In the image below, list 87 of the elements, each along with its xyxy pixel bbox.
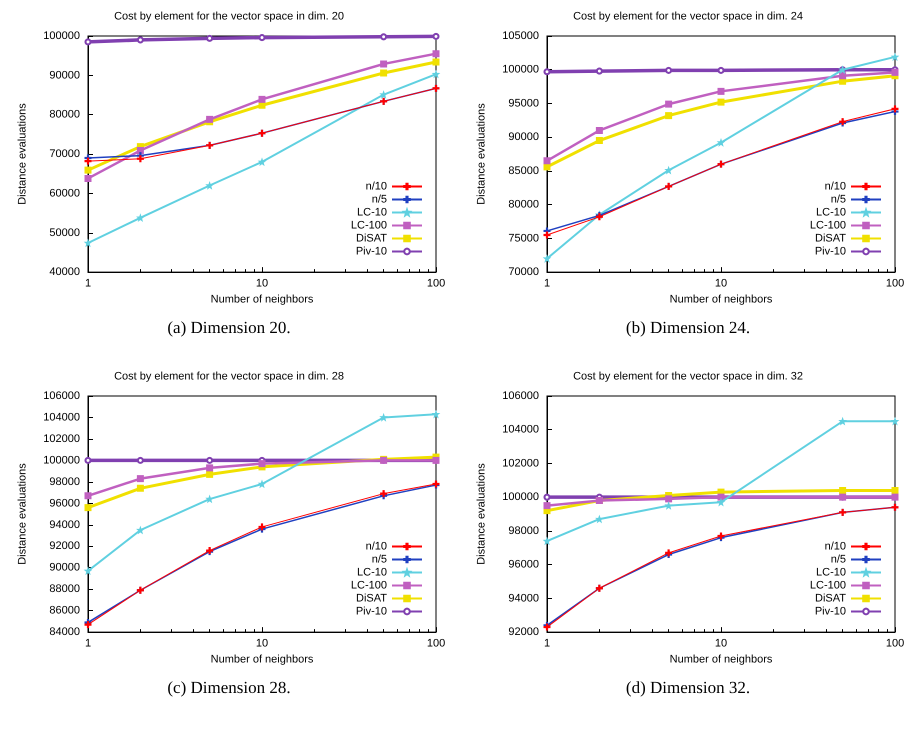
legend-label: LC-100 bbox=[810, 580, 846, 592]
y-tick-label: 104000 bbox=[502, 424, 539, 436]
y-tick-label: 90000 bbox=[508, 131, 539, 144]
y-tick-label: 102000 bbox=[502, 457, 539, 470]
y-tick-label: 90000 bbox=[49, 562, 80, 574]
x-tick-label: 1 bbox=[544, 278, 550, 290]
y-tick-label: 106000 bbox=[43, 390, 80, 402]
legend-label: LC-100 bbox=[350, 220, 387, 232]
y-tick-label: 106000 bbox=[502, 390, 539, 402]
legend-label: DiSAT bbox=[815, 232, 846, 244]
x-tick-label: 100 bbox=[426, 278, 446, 290]
legend-label: n/10 bbox=[366, 180, 387, 192]
legend-label: Piv-10 bbox=[814, 246, 846, 258]
x-tick-label: 100 bbox=[886, 278, 904, 290]
y-axis-title: Distance evaluations bbox=[476, 462, 488, 565]
text: (a) Dimension 20. bbox=[166, 318, 292, 338]
y-tick-label: 100000 bbox=[43, 454, 80, 466]
chart-title: Cost by element for the vector space in dim. 28 bbox=[114, 370, 344, 382]
y-tick-label: 70000 bbox=[508, 266, 539, 278]
legend-label: n/5 bbox=[372, 194, 387, 206]
y-tick-label: 94000 bbox=[49, 518, 80, 531]
x-tick-label: 10 bbox=[714, 638, 728, 650]
y-tick-label: 80000 bbox=[508, 198, 539, 211]
chart-title: Cost by element for the vector space in dim. 32 bbox=[573, 370, 803, 382]
y-tick-label: 75000 bbox=[508, 232, 539, 244]
y-tick-label: 98000 bbox=[49, 476, 80, 488]
y-tick-label: 85000 bbox=[508, 164, 539, 177]
x-axis-title: Number of neighbors bbox=[670, 654, 773, 666]
x-tick-label: 10 bbox=[714, 278, 728, 290]
y-tick-label: 100000 bbox=[43, 30, 80, 42]
y-tick-label: 94000 bbox=[508, 592, 539, 604]
y-tick-label: 96000 bbox=[508, 558, 539, 571]
legend-label: DiSAT bbox=[815, 592, 846, 604]
x-axis-title: Number of neighbors bbox=[670, 294, 773, 306]
y-tick-label: 40000 bbox=[49, 266, 80, 278]
y-tick-label: 80000 bbox=[49, 108, 80, 121]
x-axis-title: Number of neighbors bbox=[210, 654, 314, 666]
y-axis-title: Distance evaluations bbox=[16, 102, 28, 205]
x-tick-label: 100 bbox=[886, 638, 904, 650]
legend-label: DiSAT bbox=[356, 232, 388, 244]
y-tick-label: 96000 bbox=[49, 497, 80, 510]
y-tick-label: 50000 bbox=[49, 226, 80, 239]
y-tick-label: 95000 bbox=[508, 97, 539, 110]
chart-title: Cost by element for the vector space in dim. 20 bbox=[114, 10, 344, 22]
legend-label: n/5 bbox=[372, 554, 387, 566]
legend-label: LC-10 bbox=[816, 566, 846, 578]
legend-label: n/10 bbox=[824, 540, 846, 552]
legend-label: n/5 bbox=[830, 554, 846, 566]
x-tick-label: 1 bbox=[84, 638, 92, 650]
legend-label: Piv-10 bbox=[356, 606, 387, 618]
y-tick-label: 60000 bbox=[49, 187, 80, 200]
y-tick-label: 70000 bbox=[49, 148, 80, 160]
y-tick-label: 100000 bbox=[502, 64, 539, 76]
y-tick-label: 92000 bbox=[508, 626, 539, 638]
x-tick-label: 1 bbox=[84, 278, 92, 290]
y-tick-label: 84000 bbox=[49, 626, 80, 638]
legend-label: LC-10 bbox=[816, 206, 846, 218]
legend-label: LC-10 bbox=[357, 206, 387, 218]
text: (c) Dimension 28. bbox=[166, 678, 292, 698]
y-tick-label: 90000 bbox=[49, 69, 80, 82]
y-axis-title: Distance evaluations bbox=[476, 102, 488, 205]
x-tick-label: 10 bbox=[256, 638, 268, 650]
y-tick-label: 100000 bbox=[502, 491, 539, 504]
x-tick-label: 1 bbox=[544, 638, 550, 650]
y-tick-label: 98000 bbox=[508, 524, 539, 537]
x-tick-label: 10 bbox=[256, 278, 268, 290]
legend-label: LC-100 bbox=[810, 220, 846, 232]
y-tick-label: 88000 bbox=[49, 583, 80, 596]
legend-label: LC-10 bbox=[357, 566, 387, 578]
legend-label: n/5 bbox=[830, 194, 846, 206]
legend-label: Piv-10 bbox=[356, 246, 387, 258]
y-tick-label: 104000 bbox=[43, 411, 80, 424]
text: (b) Dimension 24. bbox=[624, 318, 752, 338]
y-tick-label: 86000 bbox=[49, 604, 80, 617]
chart-title: Cost by element for the vector space in dim. 24 bbox=[573, 10, 803, 22]
y-tick-label: 105000 bbox=[502, 30, 539, 42]
legend-label: n/10 bbox=[366, 540, 387, 552]
legend-label: DiSAT bbox=[356, 592, 388, 604]
legend-label: LC-100 bbox=[350, 580, 387, 592]
y-tick-label: 102000 bbox=[43, 432, 80, 445]
y-axis-title: Distance evaluations bbox=[16, 462, 28, 565]
legend-label: Piv-10 bbox=[814, 606, 846, 618]
x-tick-label: 100 bbox=[426, 638, 446, 650]
y-tick-label: 92000 bbox=[49, 540, 80, 552]
legend-label: n/10 bbox=[824, 180, 846, 192]
text: (d) Dimension 32. bbox=[624, 678, 752, 698]
x-axis-title: Number of neighbors bbox=[210, 294, 314, 306]
